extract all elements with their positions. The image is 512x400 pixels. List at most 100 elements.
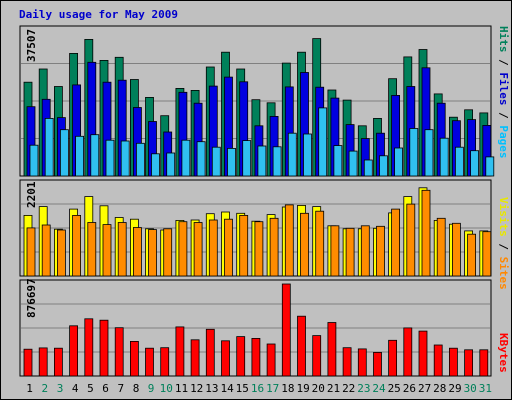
hits-panel-bar-pages-21	[333, 145, 343, 177]
kbytes-panel-bar-kbytes-6	[99, 319, 109, 377]
x-tick-label-2: 2	[41, 382, 49, 395]
visits-panel-bar-sites-30	[467, 233, 477, 277]
visits-panel-legend-part-1: /	[497, 236, 510, 257]
visits-panel-bar-sites-4	[72, 214, 81, 277]
hits-panel-bar-pages-3	[60, 129, 69, 177]
kbytes-panel-bar-kbytes-10	[160, 347, 170, 377]
hits-panel-bar-pages-6	[105, 139, 115, 177]
kbytes-panel-bar-kbytes-28	[433, 344, 443, 377]
visits-panel-bar-sites-24	[376, 225, 385, 277]
hits-panel-bar-pages-14	[227, 147, 236, 177]
kbytes-panel-bar-kbytes-29	[448, 347, 458, 377]
visits-panel-bar-sites-23	[360, 225, 370, 277]
x-tick-label-30: 30	[463, 382, 477, 395]
kbytes-panel-bar-kbytes-21	[327, 322, 337, 377]
visits-panel-bar-sites-13	[208, 219, 218, 277]
kbytes-panel-bar-kbytes-26	[403, 327, 413, 377]
kbytes-panel-bar-kbytes-27	[418, 330, 428, 377]
visits-panel-bar-sites-6	[102, 224, 112, 277]
hits-panel-bar-pages-16	[257, 145, 267, 177]
kbytes-panel-bar-kbytes-11	[175, 326, 185, 377]
visits-panel-bar-sites-20	[315, 210, 325, 277]
hits-panel-bar-pages-9	[151, 153, 160, 177]
hits-panel-bar-pages-15	[242, 140, 252, 177]
hits-panel-bar-pages-10	[166, 152, 176, 177]
x-tick-label-11: 11	[174, 382, 189, 395]
hits-panel-bar-pages-20	[318, 107, 328, 177]
visits-panel-bar-sites-18	[284, 204, 294, 277]
kbytes-panel-legend-part-0: KBytes	[497, 333, 510, 373]
hits-panel-bar-pages-8	[135, 142, 145, 177]
chart-title: Daily usage for May 2009	[19, 8, 178, 21]
x-tick-label-9: 9	[147, 382, 155, 395]
kbytes-panel-bar-kbytes-18	[281, 283, 291, 377]
visits-panel-bar-sites-7	[117, 222, 127, 277]
x-tick-label-17: 17	[266, 382, 280, 395]
x-tick-label-26: 26	[402, 382, 417, 395]
hits-panel-bar-pages-29	[454, 146, 464, 177]
x-tick-label-25: 25	[387, 382, 401, 395]
visits-panel-bar-sites-2	[41, 224, 51, 277]
kbytes-panel-bar-kbytes-15	[236, 336, 246, 377]
hits-panel-bar-pages-2	[44, 118, 54, 177]
x-tick-label-28: 28	[433, 382, 447, 395]
kbytes-panel-bar-kbytes-3	[54, 347, 63, 377]
hits-panel-bar-pages-17	[272, 146, 282, 177]
hits-panel-legend-part-1: /	[497, 52, 510, 73]
x-tick-label-24: 24	[372, 382, 386, 395]
x-tick-label-4: 4	[71, 382, 79, 395]
kbytes-panel-bar-kbytes-12	[190, 339, 200, 377]
kbytes-panel-bar-kbytes-8	[129, 340, 139, 377]
x-tick-label-19: 19	[296, 382, 310, 395]
x-tick-label-6: 6	[102, 382, 109, 395]
visits-panel-bar-sites-25	[391, 208, 401, 277]
visits-panel-bar-sites-31	[482, 231, 492, 277]
visits-panel-legend-part-2: Sites	[497, 256, 510, 290]
hits-panel-bar-pages-26	[409, 128, 419, 177]
kbytes-panel-bar-kbytes-20	[312, 335, 322, 377]
visits-panel-bar-sites-3	[57, 229, 66, 277]
kbytes-max-label: 876697	[25, 278, 38, 318]
hits-panel-bar-pages-11	[181, 139, 191, 177]
hits-panel-bar-pages-27	[424, 129, 434, 177]
x-tick-label-20: 20	[311, 382, 325, 395]
kbytes-panel-bar-kbytes-19	[297, 315, 306, 377]
hits-panel-bar-pages-7	[120, 140, 130, 177]
visits-panel-bar-sites-10	[163, 228, 173, 277]
hits-panel-bar-pages-22	[348, 150, 358, 177]
visits-legend: Visits / Sites	[497, 197, 510, 290]
x-tick-label-12: 12	[190, 382, 204, 395]
kbytes-panel-bar-kbytes-5	[84, 318, 94, 377]
kbytes-panel-bar-kbytes-22	[342, 347, 352, 377]
visits-panel-bar-sites-14	[224, 218, 233, 277]
visits-panel-bar-sites-12	[193, 222, 203, 277]
visits-panel-bar-sites-9	[148, 229, 157, 277]
visits-panel-bar-sites-5	[87, 222, 97, 277]
visits-panel-bar-sites-26	[406, 203, 416, 277]
x-tick-label-14: 14	[220, 382, 234, 395]
hits-panel-bar-pages-25	[394, 147, 404, 177]
hits-max-label: 37507	[25, 28, 38, 62]
x-tick-label-13: 13	[205, 382, 219, 395]
hits-panel-legend-part-2: Files	[497, 72, 510, 106]
kbytes-panel-bar-kbytes-1	[23, 348, 33, 377]
kbytes-panel-bar-kbytes-30	[464, 349, 474, 377]
hits-panel-bar-pages-31	[485, 156, 495, 177]
hits-panel-bar-pages-4	[75, 135, 84, 177]
visits-panel-bar-sites-16	[254, 221, 264, 277]
visits-panel-bar-sites-1	[26, 227, 36, 277]
hits-legend: Hits / Files / Pages	[497, 26, 510, 159]
visits-panel-bar-sites-22	[345, 227, 355, 277]
hits-panel-bar-pages-28	[439, 137, 449, 177]
kbytes-legend: KBytes	[497, 333, 510, 373]
kbytes-panel-bar-kbytes-17	[266, 343, 276, 377]
hits-panel-bar-pages-19	[303, 133, 312, 177]
visits-max-label: 2201	[25, 181, 38, 209]
x-tick-label-23: 23	[357, 382, 371, 395]
hits-panel-legend-part-0: Hits	[497, 26, 510, 53]
visits-panel-bar-sites-19	[300, 212, 309, 277]
hits-panel-bar-pages-24	[379, 155, 388, 177]
kbytes-panel-bar-kbytes-25	[388, 339, 398, 377]
x-tick-label-1: 1	[26, 382, 33, 395]
